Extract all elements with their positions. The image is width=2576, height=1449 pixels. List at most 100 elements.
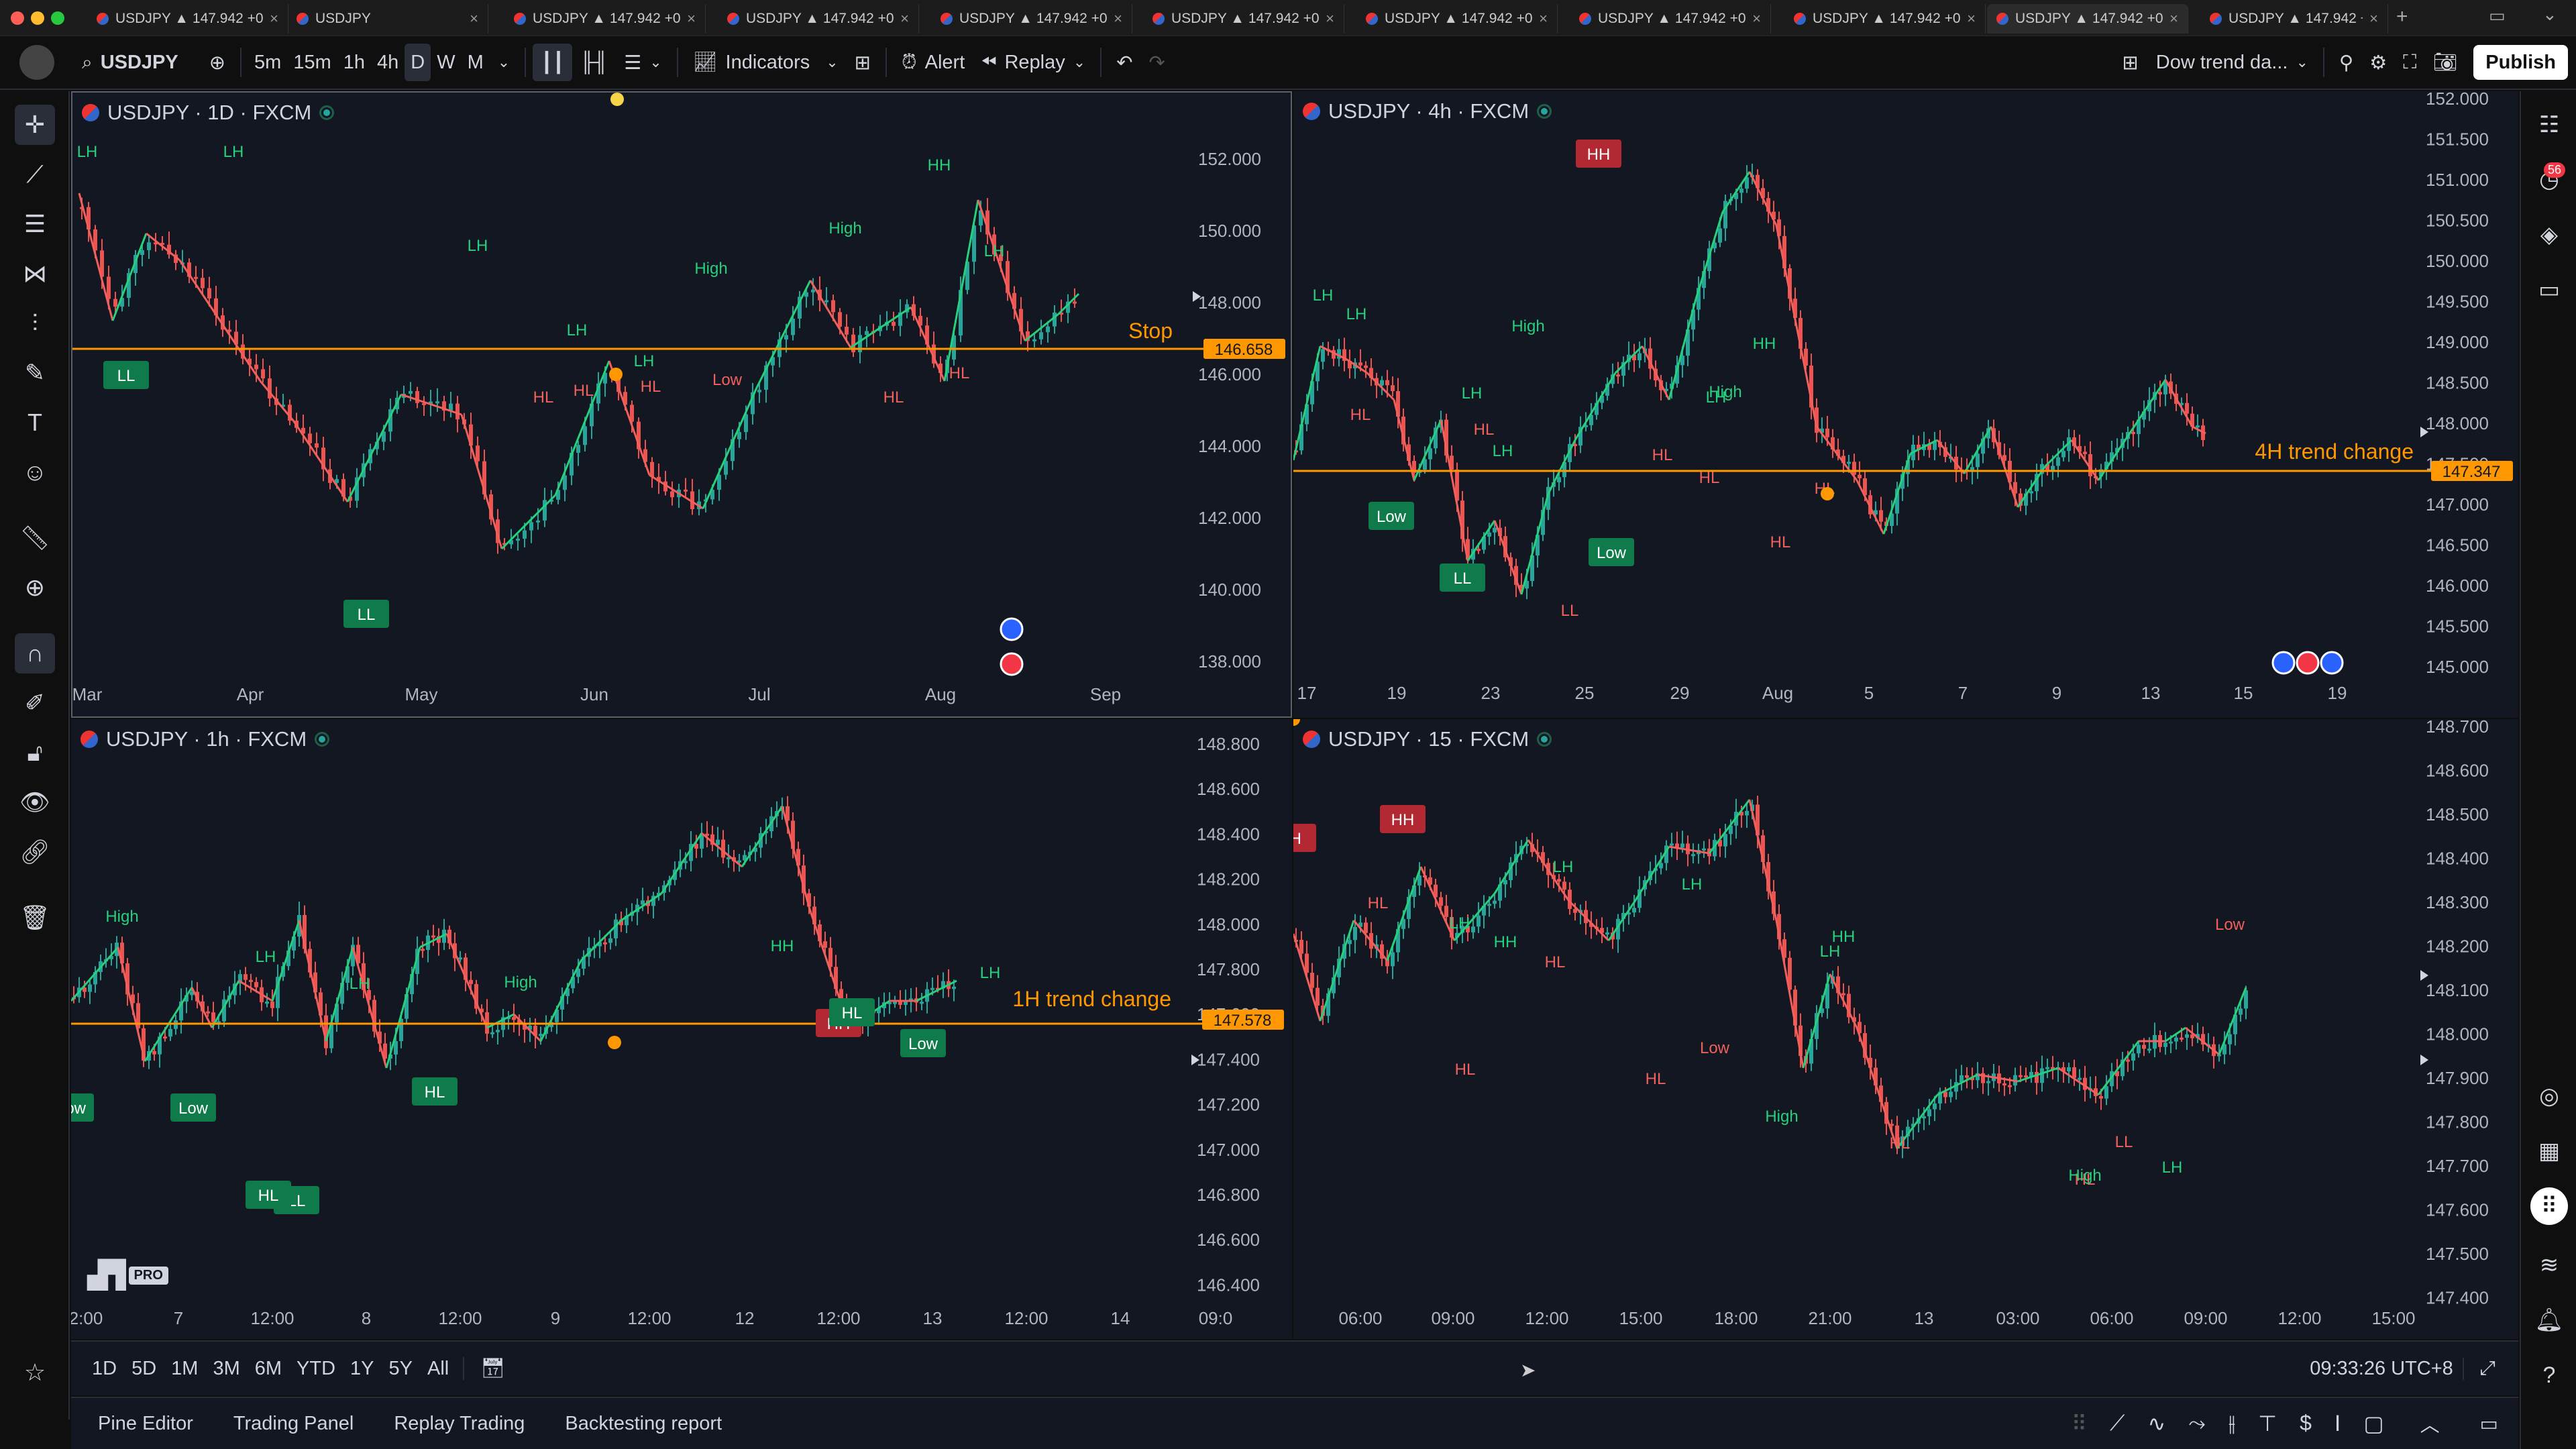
lock-drawings-tool[interactable]: 🔓︎ <box>15 733 55 773</box>
zoom-window-button[interactable] <box>51 11 64 25</box>
range-1m[interactable]: 1M <box>171 1357 199 1379</box>
close-tab-icon[interactable]: × <box>1967 10 1976 27</box>
browser-tab[interactable]: USDJPY ▲ 147.942 +0. × <box>1987 4 2188 34</box>
ruler-tool[interactable]: 📏︎ <box>15 518 55 558</box>
interval-1h[interactable]: 1h <box>343 51 366 73</box>
help-button[interactable]: ? <box>2530 1356 2568 1394</box>
range-1d[interactable]: 1D <box>92 1357 117 1379</box>
browser-tab[interactable]: USDJPY ▲ 147.942 +0. × <box>1143 4 1344 34</box>
sync-drawings-tool[interactable]: 🔗︎ <box>15 832 55 872</box>
curve-tool-icon[interactable]: ∿ <box>2147 1411 2166 1436</box>
chart-1d-canvas[interactable]: 152.000 150.000 148.000 146.000 144.000 142.0… <box>72 93 1292 718</box>
chart-title[interactable]: USDJPY · 1h · FXCM <box>106 727 307 751</box>
stream-button[interactable]: ≋ <box>2530 1246 2568 1284</box>
projection-tool[interactable]: ⫶ <box>15 303 55 343</box>
indicators-button[interactable]: 📈︎ Indicators <box>685 44 818 81</box>
compare-symbol-button[interactable]: ⊕ <box>201 44 233 81</box>
interval-w[interactable]: W <box>437 51 455 73</box>
panel-tab-backtesting-report[interactable]: Backtesting report <box>565 1412 722 1434</box>
goto-date-button[interactable]: 📅︎ <box>463 1357 515 1380</box>
chart-pane-1d[interactable]: 152.000 150.000 148.000 146.000 144.000 142.0… <box>71 91 1292 718</box>
interval-d[interactable]: D <box>405 44 431 81</box>
magnet-tool[interactable]: ∩ <box>15 633 55 674</box>
browser-tab[interactable]: USDJPY ▲ 147.942 +0. × <box>718 4 919 34</box>
interval-15m[interactable]: 15m <box>293 51 331 73</box>
alerts-button[interactable]: ◷ 56 <box>2530 161 2568 199</box>
hotlist-button[interactable]: ◎ <box>2530 1077 2568 1115</box>
close-window-button[interactable] <box>11 11 24 25</box>
range-ytd[interactable]: YTD <box>297 1357 336 1379</box>
panel-tab-pine-editor[interactable]: Pine Editor <box>98 1412 193 1434</box>
range-1y[interactable]: 1Y <box>350 1357 374 1379</box>
candles-chart-type-button[interactable]: ┃┃ <box>533 44 573 81</box>
price-note-icon[interactable]: $ <box>2300 1411 2312 1435</box>
chart-pane-15m[interactable]: 148.700 148.600 148.500 148.400 148.300 148.2… <box>1293 719 2518 1339</box>
layout-button[interactable]: ⊞ Dow trend da... ⌄ <box>2114 44 2316 81</box>
range-3m[interactable]: 3M <box>213 1357 240 1379</box>
panel-maximize-button[interactable]: ▭ <box>2460 1412 2518 1436</box>
replay-button[interactable]: ⏪︎ Replay ⌄ <box>973 44 1093 81</box>
brush-tool[interactable]: ✎ <box>15 353 55 393</box>
path-tool-icon[interactable]: ⤳ <box>2188 1411 2206 1435</box>
zoom-tool[interactable]: ⊕ <box>15 568 55 608</box>
chart-pane-1h[interactable]: 148.800 148.600 148.400 148.200 148.000 147.8… <box>71 719 1292 1339</box>
remove-drawings-tool[interactable]: 🗑︎ <box>15 898 55 938</box>
object-tree-button[interactable]: ◈ <box>2530 216 2568 254</box>
stay-in-drawing-tool[interactable]: ✐ <box>15 683 55 723</box>
sidebar-toggle-icon[interactable]: ▭ <box>2489 5 2506 25</box>
snapshot-button[interactable]: 📷︎ <box>2424 44 2465 81</box>
chart-15m-canvas[interactable]: 148.700 148.600 148.500 148.400 148.300 148.2… <box>1293 719 2518 1339</box>
calendar-button[interactable]: ▦ <box>2530 1132 2568 1170</box>
close-tab-icon[interactable]: × <box>1114 10 1122 27</box>
crosshair-tool[interactable]: ✛ <box>15 105 55 145</box>
range-6m[interactable]: 6M <box>254 1357 282 1379</box>
line-tool-icon[interactable]: ⟋ <box>2110 1411 2125 1435</box>
pattern-tool[interactable]: ⋈ <box>15 254 55 294</box>
interval-m[interactable]: M <box>467 51 484 73</box>
text-cursor-icon[interactable]: Ⅰ <box>2334 1411 2341 1436</box>
bar-chart-type-button[interactable]: ╟╢ <box>572 44 616 81</box>
close-tab-icon[interactable]: × <box>900 10 909 27</box>
interval-5m[interactable]: 5m <box>254 51 282 73</box>
new-tab-button[interactable]: + <box>2396 5 2408 28</box>
browser-tab[interactable]: USDJPY ▲ 147.942 +0. × <box>931 4 1132 34</box>
range-5d[interactable]: 5D <box>131 1357 157 1379</box>
fullscreen-button[interactable]: ⛶ <box>2395 44 2424 81</box>
browser-tab[interactable]: USDJPY × <box>287 4 488 34</box>
tab-overflow-icon[interactable]: ⌄ <box>2542 4 2557 24</box>
chart-style-button[interactable]: ☰ ⌄ <box>616 44 669 81</box>
chart-1h-canvas[interactable]: 148.800 148.600 148.400 148.200 148.000 147.8… <box>71 719 1292 1339</box>
close-tab-icon[interactable]: × <box>1326 10 1334 27</box>
alert-button[interactable]: ⏰︎ Alert <box>894 44 973 81</box>
close-tab-icon[interactable]: × <box>2369 10 2378 27</box>
range-5y[interactable]: 5Y <box>388 1357 413 1379</box>
browser-tab[interactable]: USDJPY ▲ 147.942 +0. × <box>1356 4 1558 34</box>
candle-tool-icon[interactable]: ⫲ <box>2228 1411 2236 1435</box>
chart-title[interactable]: USDJPY · 15 · FXCM <box>1328 727 1529 751</box>
favorites-tool[interactable]: ☆ <box>15 1352 55 1393</box>
close-tab-icon[interactable]: × <box>2169 10 2178 27</box>
chart-pane-4h[interactable]: 152.000 151.500 151.000 150.500 150.000 149.5… <box>1293 91 2518 718</box>
trendline-tool[interactable]: ⟋ <box>15 154 55 195</box>
notifications-button[interactable]: 🔔︎ <box>2530 1301 2568 1339</box>
fib-tool[interactable]: ☰ <box>15 204 55 244</box>
publish-button[interactable]: Publish <box>2473 45 2568 80</box>
emoji-tool[interactable]: ☺ <box>15 452 55 492</box>
undo-button[interactable]: ↶ <box>1108 44 1140 81</box>
close-tab-icon[interactable]: × <box>270 10 278 27</box>
rectangle-tool-icon[interactable]: ▢ <box>2363 1411 2384 1436</box>
indicators-dropdown[interactable]: ⌄ <box>818 44 846 81</box>
collapse-panel-button[interactable]: ︿ <box>2400 1409 2460 1438</box>
close-tab-icon[interactable]: × <box>470 10 478 27</box>
text-note-icon[interactable]: ⊤ <box>2258 1411 2277 1436</box>
hide-drawings-tool[interactable]: 👁︎ <box>15 782 55 822</box>
browser-tab[interactable]: USDJPY ▲ 147.942 +0. × <box>1784 4 1986 34</box>
text-tool[interactable]: T <box>15 402 55 443</box>
settings-button[interactable]: ⚙ <box>2361 44 2395 81</box>
interval-dropdown[interactable]: ⌄ <box>490 44 518 81</box>
templates-button[interactable]: ⊞ <box>847 44 879 81</box>
chart-4h-canvas[interactable]: 152.000 151.500 151.000 150.500 150.000 149.5… <box>1293 91 2518 718</box>
close-tab-icon[interactable]: × <box>1752 10 1761 27</box>
quick-search-button[interactable]: ⚲ <box>2331 44 2361 81</box>
redo-button[interactable]: ↷ <box>1141 44 1173 81</box>
